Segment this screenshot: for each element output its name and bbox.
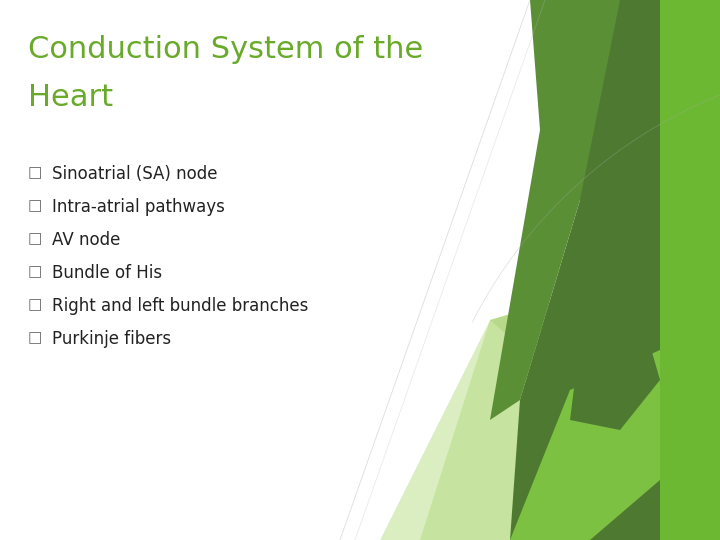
Polygon shape — [0, 0, 530, 540]
Text: □: □ — [28, 330, 42, 345]
Text: Purkinje fibers: Purkinje fibers — [52, 330, 171, 348]
Text: □: □ — [28, 231, 42, 246]
Polygon shape — [510, 0, 660, 540]
Text: □: □ — [28, 264, 42, 279]
Polygon shape — [570, 310, 660, 430]
Text: AV node: AV node — [52, 231, 120, 249]
Polygon shape — [490, 0, 620, 420]
Text: Sinoatrial (SA) node: Sinoatrial (SA) node — [52, 165, 217, 183]
Text: Right and left bundle branches: Right and left bundle branches — [52, 297, 308, 315]
Text: Bundle of His: Bundle of His — [52, 264, 162, 282]
Text: □: □ — [28, 297, 42, 312]
Polygon shape — [380, 320, 570, 540]
Text: □: □ — [28, 165, 42, 180]
Text: Heart: Heart — [28, 83, 113, 112]
Text: □: □ — [28, 198, 42, 213]
Polygon shape — [660, 0, 720, 540]
Polygon shape — [510, 350, 660, 540]
Polygon shape — [420, 270, 660, 540]
Text: Intra-atrial pathways: Intra-atrial pathways — [52, 198, 225, 216]
Text: Conduction System of the: Conduction System of the — [28, 35, 423, 64]
